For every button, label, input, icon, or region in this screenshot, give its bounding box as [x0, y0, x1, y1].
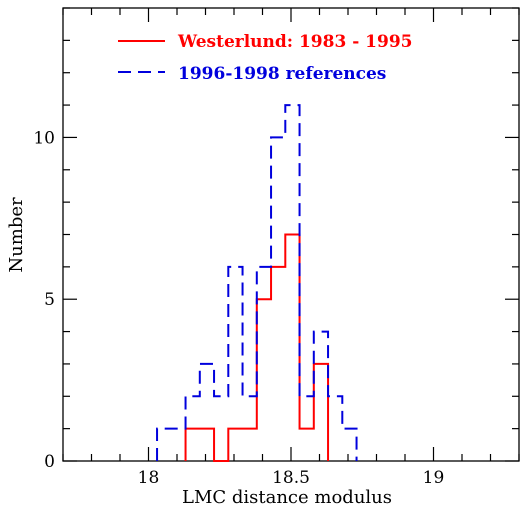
y-tick-labels: 0 5 10 [33, 128, 55, 472]
series-line-westerlund [184, 233, 330, 462]
x-tick-label: 18.5 [272, 468, 310, 488]
y-tick-label: 5 [44, 290, 55, 310]
legend: Westerlund: 1983 - 1995 1996-1998 refere… [118, 32, 413, 84]
x-axis-title: LMC distance modulus [182, 487, 392, 508]
x-tick-label: 18 [138, 468, 160, 488]
legend-label-references: 1996-1998 references [178, 64, 386, 84]
series-line-references [156, 104, 358, 461]
minor-ticks [62, 7, 520, 461]
y-axis-title: Number [6, 197, 27, 273]
x-tick-label: 19 [423, 468, 445, 488]
y-tick-label: 10 [33, 128, 55, 148]
y-tick-label: 0 [44, 452, 55, 472]
series-layer [156, 104, 358, 462]
legend-label-westerlund: Westerlund: 1983 - 1995 [177, 32, 413, 52]
x-tick-labels: 18 18.5 19 [138, 468, 445, 488]
major-ticks [63, 8, 519, 462]
